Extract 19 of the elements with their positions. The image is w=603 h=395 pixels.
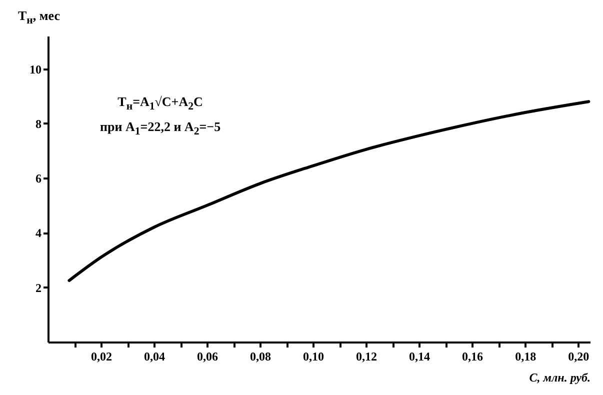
y-tick-label: 4 [36, 226, 42, 240]
x-tick-label: 0,10 [303, 350, 324, 364]
x-tick-label: 0,18 [515, 350, 536, 364]
x-tick-label: 0,06 [197, 350, 218, 364]
annotation: T$_{н}$=A$_{1}$√C+A$_{2}$C [118, 94, 203, 113]
x-tick-label: 0,20 [568, 350, 590, 364]
x-tick-label: 0,12 [356, 350, 378, 364]
y-tick-label: 10 [30, 62, 42, 76]
x-axis-title: C, млн. руб. [529, 370, 590, 384]
annotation: при A$_{1}$=22,2 и A$_{2}$=−5 [100, 118, 221, 138]
y-tick-label: 6 [36, 172, 42, 186]
x-tick-label: 0,08 [250, 350, 272, 364]
x-tick-label: 0,04 [144, 350, 166, 364]
x-tick-label: 0,16 [462, 350, 484, 364]
x-tick-label: 0,14 [409, 350, 430, 364]
y-tick-label: 2 [36, 280, 42, 295]
y-tick-label: 8 [36, 116, 42, 131]
y-axis-title: T$_{н}$, мес [18, 8, 60, 27]
x-tick-label: 0,02 [91, 350, 112, 364]
